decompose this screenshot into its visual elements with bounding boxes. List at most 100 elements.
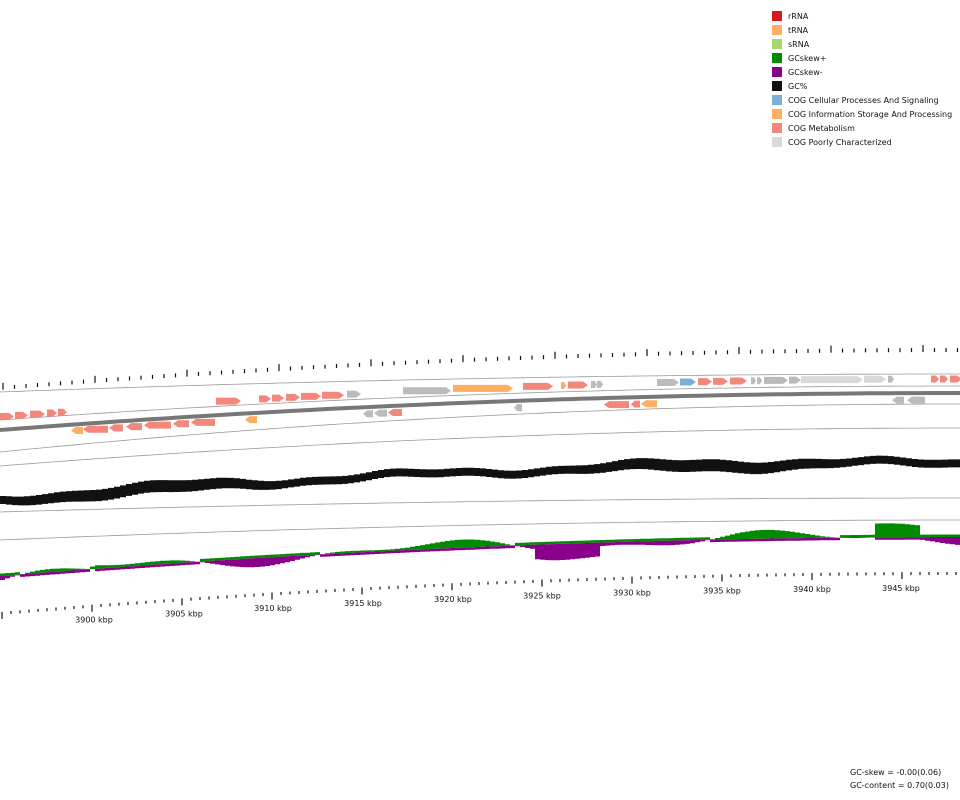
gene-arrow: [301, 392, 321, 400]
gene-arrow: [561, 381, 566, 389]
legend-label: COG Metabolism: [788, 123, 855, 133]
gene-arrow: [657, 379, 679, 387]
gene-arrow: [109, 424, 123, 432]
scale-label: 3935 kbp: [703, 586, 741, 595]
gene-arrow: [713, 377, 728, 385]
gene-arrow: [144, 421, 171, 429]
gene-arrow: [514, 404, 522, 412]
gene-arrow: [597, 380, 603, 388]
scale-labels: 3900 kbp 3905 kbp 3910 kbp 3915 kbp 3920 kbp…: [75, 584, 920, 625]
gene-arrow: [568, 381, 588, 389]
gene-arrow: [789, 376, 801, 384]
gene-arrow: [191, 418, 215, 426]
track-ring: [0, 519, 960, 541]
track-ring: [0, 427, 960, 467]
scale-label: 3910 kbp: [254, 604, 292, 613]
gene-arrow: [83, 425, 108, 433]
gene-arrow: [864, 375, 886, 383]
legend-item: sRNA: [772, 37, 952, 51]
gene-arrow: [907, 396, 925, 404]
legend-label: rRNA: [788, 11, 809, 21]
gc-skew-positive: [0, 523, 960, 576]
gc-content-band: [0, 455, 960, 506]
legend-swatch: [772, 39, 782, 49]
legend-item: COG Information Storage And Processing: [772, 107, 952, 121]
gene-arrow: [71, 426, 83, 434]
gene-arrow: [403, 387, 451, 395]
legend-swatch: [772, 11, 782, 21]
legend-item: rRNA: [772, 9, 952, 23]
legend-label: GCskew-: [788, 67, 823, 77]
gene-arrow: [363, 410, 373, 418]
legend-label: sRNA: [788, 39, 810, 49]
legend-item: tRNA: [772, 23, 952, 37]
gene-arrow: [751, 377, 756, 385]
gene-arrow: [950, 375, 960, 383]
gene-arrow: [259, 395, 271, 403]
gene-arrow: [931, 375, 939, 383]
gene-arrow: [764, 376, 788, 384]
legend-label: COG Poorly Characterized: [788, 137, 892, 147]
outer-ticks: [2, 345, 959, 390]
gene-arrow: [30, 410, 45, 418]
gene-arrow: [245, 416, 257, 424]
gene-arrow: [680, 378, 696, 386]
scale-label: 3930 kbp: [613, 589, 651, 598]
scale-label: 3945 kbp: [882, 584, 920, 593]
stats-panel: GC-skew = -0.00(0.06) GC-content = 0.70(…: [850, 766, 949, 792]
legend-swatch: [772, 81, 782, 91]
legend-swatch: [772, 109, 782, 119]
scale-label: 3900 kbp: [75, 616, 113, 625]
gene-arrow: [173, 420, 189, 428]
legend-swatch: [772, 95, 782, 105]
track-ring: [0, 497, 960, 513]
gene-arrow: [0, 412, 14, 420]
gene-arrow: [347, 390, 361, 398]
scale-label: 3925 kbp: [523, 591, 561, 600]
track-rings: [0, 373, 960, 541]
legend-swatch: [772, 123, 782, 133]
genome-backbone: [0, 391, 960, 432]
gene-arrow: [15, 411, 28, 419]
legend-label: tRNA: [788, 25, 809, 35]
legend-item: GC%: [772, 79, 952, 93]
legend-label: COG Cellular Processes And Signaling: [788, 95, 939, 105]
legend-label: COG Information Storage And Processing: [788, 109, 953, 119]
gc-content-stat: GC-content = 0.70(0.03): [850, 781, 949, 790]
legend-item: GCskew+: [772, 51, 952, 65]
legend-label: GC%: [788, 81, 808, 91]
inner-scale-ticks: [1, 572, 957, 619]
gene-arrow: [216, 397, 241, 405]
gc-skew-stat: GC-skew = -0.00(0.06): [850, 768, 942, 777]
gene-arrow: [604, 401, 629, 409]
legend-item: GCskew-: [772, 65, 952, 79]
gene-arrow: [374, 409, 387, 417]
track-ring: [0, 403, 960, 453]
gene-arrow: [453, 384, 513, 392]
gene-arrow: [888, 375, 894, 383]
legend-item: COG Metabolism: [772, 121, 952, 135]
track-ring: [0, 373, 960, 393]
gene-arrow: [591, 381, 597, 389]
gene-arrow: [322, 391, 344, 399]
gene-arrow: [801, 376, 863, 384]
gene-tracks: [0, 375, 960, 434]
gene-arrow: [286, 393, 300, 401]
gene-arrow: [272, 394, 284, 402]
gene-arrow: [892, 396, 904, 404]
gc-content-track: [0, 455, 960, 506]
legend-item: COG Cellular Processes And Signaling: [772, 93, 952, 107]
track-ring: [0, 385, 960, 421]
scale-label: 3905 kbp: [165, 609, 203, 618]
legend: rRNA tRNA sRNA GCskew+ GCskew- GC% COG Cellula…: [772, 9, 952, 149]
gene-arrow: [730, 377, 747, 385]
legend-label: GCskew+: [788, 53, 827, 63]
legend-swatch: [772, 67, 782, 77]
gene-arrow: [523, 382, 553, 390]
gene-arrow: [757, 377, 762, 385]
scale-label: 3920 kbp: [434, 595, 472, 604]
legend-item: COG Poorly Characterized: [772, 135, 952, 149]
gene-arrow: [47, 409, 57, 417]
gene-arrow: [388, 408, 402, 416]
